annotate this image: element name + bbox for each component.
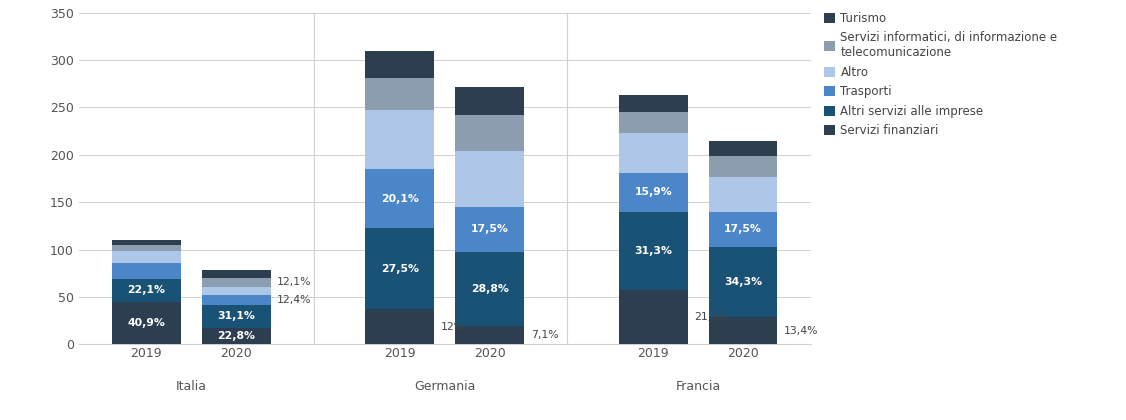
Bar (366, 50, 435, 78)
Text: Francia: Francia (676, 381, 721, 394)
Bar (619, 95, 688, 112)
Bar (708, 247, 777, 317)
Bar (708, 177, 777, 212)
Bar (202, 270, 270, 278)
Bar (113, 240, 181, 245)
Legend: Turismo, Servizi informatici, di informazione e
telecomunicazione, Altro, Traspo: Turismo, Servizi informatici, di informa… (824, 12, 1057, 137)
Bar (366, 309, 435, 344)
Bar (619, 133, 688, 173)
Text: 31,3%: 31,3% (634, 246, 672, 256)
Bar (619, 173, 688, 212)
Bar (366, 110, 435, 169)
Text: 22,1%: 22,1% (127, 285, 166, 295)
Bar (708, 317, 777, 344)
Bar (113, 251, 181, 263)
Text: 28,8%: 28,8% (471, 284, 509, 294)
Text: Germania: Germania (414, 381, 475, 394)
Bar (202, 304, 270, 328)
Text: 12%: 12% (440, 322, 465, 332)
Bar (366, 228, 435, 309)
Bar (619, 290, 688, 344)
Text: 17,5%: 17,5% (471, 224, 509, 234)
Text: 31,1%: 31,1% (217, 311, 256, 321)
Text: 7,1%: 7,1% (530, 330, 558, 340)
Bar (455, 207, 524, 252)
Bar (455, 151, 524, 207)
Bar (202, 295, 270, 304)
Bar (455, 326, 524, 344)
Bar (708, 212, 777, 247)
Bar (366, 78, 435, 110)
Bar (366, 169, 435, 228)
Text: 13,4%: 13,4% (784, 326, 819, 336)
Text: Italia: Italia (176, 381, 207, 394)
Text: 20,1%: 20,1% (381, 194, 419, 204)
Bar (455, 252, 524, 326)
Bar (455, 87, 524, 115)
Bar (708, 157, 777, 177)
Bar (455, 115, 524, 151)
Bar (202, 328, 270, 344)
Bar (202, 278, 270, 286)
Text: 22,8%: 22,8% (217, 331, 256, 341)
Bar (619, 212, 688, 290)
Text: 17,5%: 17,5% (724, 224, 762, 234)
Text: 40,9%: 40,9% (127, 318, 166, 328)
Bar (619, 112, 688, 133)
Bar (113, 279, 181, 302)
Bar (113, 245, 181, 251)
Text: 15,9%: 15,9% (634, 187, 672, 197)
Bar (202, 286, 270, 295)
Text: 21,7%: 21,7% (694, 312, 729, 322)
Bar (708, 141, 777, 157)
Bar (113, 302, 181, 344)
Text: 12,4%: 12,4% (277, 295, 312, 305)
Text: 34,3%: 34,3% (724, 277, 762, 287)
Text: 27,5%: 27,5% (381, 264, 419, 274)
Text: 12,1%: 12,1% (277, 277, 312, 287)
Bar (113, 263, 181, 279)
